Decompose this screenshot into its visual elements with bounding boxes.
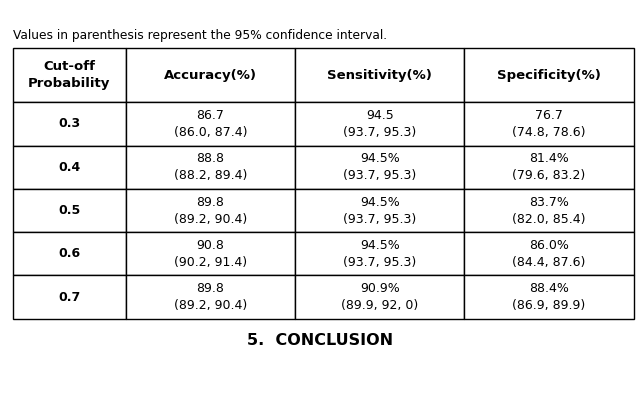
Bar (295, 146, 464, 189)
Text: Values in parenthesis represent the 95% confidence interval.: Values in parenthesis represent the 95% … (13, 29, 387, 42)
Bar (464, 48, 634, 102)
Bar (464, 102, 634, 146)
Bar (464, 189, 634, 232)
Text: Cut-off
Probability: Cut-off Probability (28, 60, 111, 90)
Text: 0.4: 0.4 (58, 161, 81, 174)
Text: 0.3: 0.3 (58, 117, 80, 130)
Text: 0.6: 0.6 (58, 247, 80, 260)
Text: 94.5%
(93.7, 95.3): 94.5% (93.7, 95.3) (343, 152, 416, 182)
Bar (295, 48, 464, 102)
Text: 5.  CONCLUSION: 5. CONCLUSION (247, 333, 393, 348)
Text: 94.5%
(93.7, 95.3): 94.5% (93.7, 95.3) (343, 239, 416, 269)
Bar (125, 275, 295, 319)
Bar (13, 275, 125, 319)
Bar (464, 232, 634, 275)
Bar (295, 189, 464, 232)
Bar (125, 48, 295, 102)
Bar (13, 102, 125, 146)
Bar (13, 189, 125, 232)
Bar (125, 102, 295, 146)
Text: 89.8
(89.2, 90.4): 89.8 (89.2, 90.4) (173, 282, 247, 312)
Text: 86.0%
(84.4, 87.6): 86.0% (84.4, 87.6) (512, 239, 586, 269)
Text: 88.8
(88.2, 89.4): 88.8 (88.2, 89.4) (173, 152, 247, 182)
Bar (125, 189, 295, 232)
Text: Specificity(%): Specificity(%) (497, 69, 601, 82)
Bar (295, 275, 464, 319)
Text: 76.7
(74.8, 78.6): 76.7 (74.8, 78.6) (512, 109, 586, 139)
Text: 0.7: 0.7 (58, 291, 81, 304)
Text: Sensitivity(%): Sensitivity(%) (327, 69, 432, 82)
Text: 81.4%
(79.6, 83.2): 81.4% (79.6, 83.2) (513, 152, 586, 182)
Text: 90.8
(90.2, 91.4): 90.8 (90.2, 91.4) (174, 239, 247, 269)
Text: 90.9%
(89.9, 92, 0): 90.9% (89.9, 92, 0) (341, 282, 419, 312)
Bar (125, 146, 295, 189)
Bar (13, 48, 125, 102)
Bar (295, 232, 464, 275)
Text: 0.5: 0.5 (58, 204, 81, 217)
Bar (13, 232, 125, 275)
Bar (13, 146, 125, 189)
Bar (125, 232, 295, 275)
Text: 83.7%
(82.0, 85.4): 83.7% (82.0, 85.4) (512, 196, 586, 225)
Text: 88.4%
(86.9, 89.9): 88.4% (86.9, 89.9) (513, 282, 586, 312)
Bar (464, 146, 634, 189)
Text: 89.8
(89.2, 90.4): 89.8 (89.2, 90.4) (173, 196, 247, 225)
Text: Accuracy(%): Accuracy(%) (164, 69, 257, 82)
Text: 94.5
(93.7, 95.3): 94.5 (93.7, 95.3) (343, 109, 416, 139)
Bar (464, 275, 634, 319)
Bar (295, 102, 464, 146)
Text: 86.7
(86.0, 87.4): 86.7 (86.0, 87.4) (173, 109, 247, 139)
Text: 94.5%
(93.7, 95.3): 94.5% (93.7, 95.3) (343, 196, 416, 225)
